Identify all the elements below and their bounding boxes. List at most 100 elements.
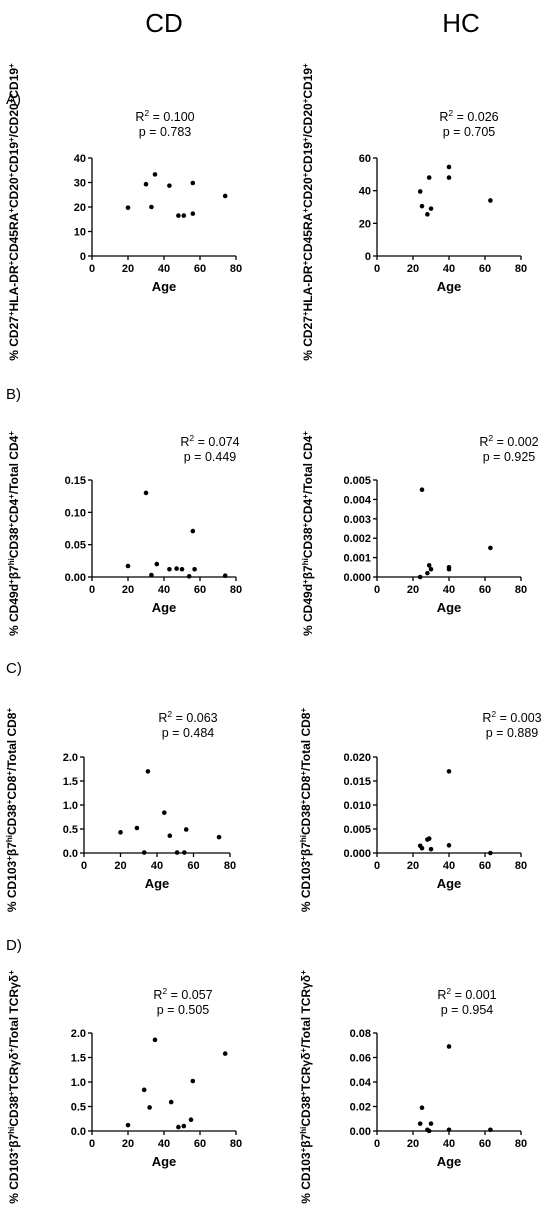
data-point	[428, 566, 434, 572]
data-point	[417, 189, 423, 194]
data-point	[190, 180, 196, 186]
x-tick-label: 80	[224, 860, 236, 872]
data-point	[488, 545, 493, 551]
r-squared-label: R2 = 0.026	[439, 108, 498, 124]
x-tick-label: 20	[407, 860, 419, 872]
x-tick-label: 0	[89, 263, 95, 275]
data-point	[222, 193, 228, 199]
x-tick-label: 60	[194, 584, 206, 596]
x-tick-label: 60	[479, 1138, 491, 1150]
p-value-label: p = 0.505	[157, 1003, 210, 1017]
data-point	[167, 833, 173, 839]
p-value-label: p = 0.449	[184, 450, 237, 464]
data-point	[192, 566, 197, 572]
data-point	[141, 850, 147, 855]
y-tick-label: 1.5	[71, 1053, 86, 1065]
data-point	[426, 175, 432, 180]
y-tick-label: 20	[359, 218, 371, 230]
row-label: B)	[6, 386, 21, 403]
y-tick-label: 1.5	[63, 776, 78, 788]
y-tick-label: 30	[74, 178, 86, 190]
y-tick-label: 1.0	[63, 800, 78, 812]
x-tick-label: 80	[230, 1138, 242, 1150]
data-point	[168, 1099, 174, 1105]
data-point	[417, 1121, 423, 1126]
y-tick-label: 0.5	[71, 1102, 86, 1114]
x-tick-label: 80	[515, 860, 527, 872]
x-tick-label: 40	[443, 263, 455, 275]
p-value-label: p = 0.783	[139, 125, 192, 139]
data-point	[419, 203, 425, 209]
x-tick-label: 20	[407, 1138, 419, 1150]
r-squared-label: R2 = 0.063	[158, 709, 217, 725]
data-point	[428, 206, 434, 211]
data-point	[186, 574, 192, 579]
x-tick-label: 20	[407, 263, 419, 275]
data-point	[426, 836, 432, 841]
x-tick-label: 40	[158, 263, 170, 275]
data-point	[426, 563, 432, 568]
data-point	[428, 846, 434, 852]
row-label: A)	[6, 91, 21, 108]
x-tick-label: 20	[122, 263, 134, 275]
r-squared-label: R2 = 0.002	[479, 433, 538, 449]
r-squared-label: R2 = 0.100	[135, 108, 194, 124]
p-value-label: p = 0.484	[162, 726, 215, 740]
y-tick-label: 0.015	[343, 776, 371, 788]
x-tick-label: 0	[374, 1138, 380, 1150]
x-tick-label: 60	[479, 584, 491, 596]
x-tick-label: 60	[479, 263, 491, 275]
data-point	[152, 1037, 158, 1043]
y-tick-label: 0.00	[65, 572, 86, 584]
y-tick-label: 0	[80, 251, 86, 263]
x-tick-label: 80	[230, 263, 242, 275]
data-point	[425, 570, 430, 576]
data-point	[190, 528, 196, 534]
data-point	[182, 850, 187, 855]
y-tick-label: 0.005	[343, 475, 371, 487]
data-point	[167, 566, 172, 572]
x-tick-label: 40	[443, 584, 455, 596]
y-tick-label: 0.02	[350, 1102, 371, 1114]
data-point	[176, 1124, 181, 1130]
y-tick-label: 0.06	[350, 1053, 371, 1065]
p-value-label: p = 0.925	[483, 450, 536, 464]
x-tick-label: 0	[89, 584, 95, 596]
y-axis-label: % CD49d+β7hiCD38+CD4+/Total CD4+	[301, 431, 316, 636]
data-point	[154, 561, 160, 567]
x-axis-label: Age	[437, 1154, 462, 1169]
data-point	[174, 566, 179, 571]
y-tick-label: 0.002	[343, 533, 371, 545]
y-tick-label: 0.05	[65, 540, 86, 552]
data-point	[428, 1121, 434, 1126]
r-squared-label: R2 = 0.057	[153, 986, 212, 1002]
data-point	[167, 183, 172, 188]
data-point	[149, 572, 154, 578]
x-tick-label: 0	[374, 263, 380, 275]
data-point	[426, 1128, 432, 1134]
data-point	[446, 175, 452, 180]
y-tick-label: 1.0	[71, 1077, 86, 1089]
y-tick-label: 0	[365, 251, 371, 263]
x-tick-label: 0	[374, 584, 380, 596]
data-point	[149, 204, 154, 210]
x-tick-label: 20	[114, 860, 126, 872]
x-tick-label: 40	[443, 1138, 455, 1150]
y-axis-label: % CD103+β7hiCD38+CD8+/Total CD8+	[299, 708, 314, 913]
x-axis-label: Age	[152, 600, 177, 615]
y-tick-label: 0.0	[63, 848, 78, 860]
y-tick-label: 0.000	[343, 572, 371, 584]
x-tick-label: 40	[151, 860, 163, 872]
y-axis-label: % CD27+HLA-DR+CD45RA+CD20+CD19+/CD20+CD1…	[7, 63, 22, 361]
data-point	[419, 1105, 425, 1111]
x-tick-label: 80	[515, 263, 527, 275]
y-tick-label: 40	[74, 153, 86, 165]
data-point	[134, 825, 140, 831]
data-point	[179, 566, 185, 572]
y-tick-label: 20	[74, 202, 86, 214]
